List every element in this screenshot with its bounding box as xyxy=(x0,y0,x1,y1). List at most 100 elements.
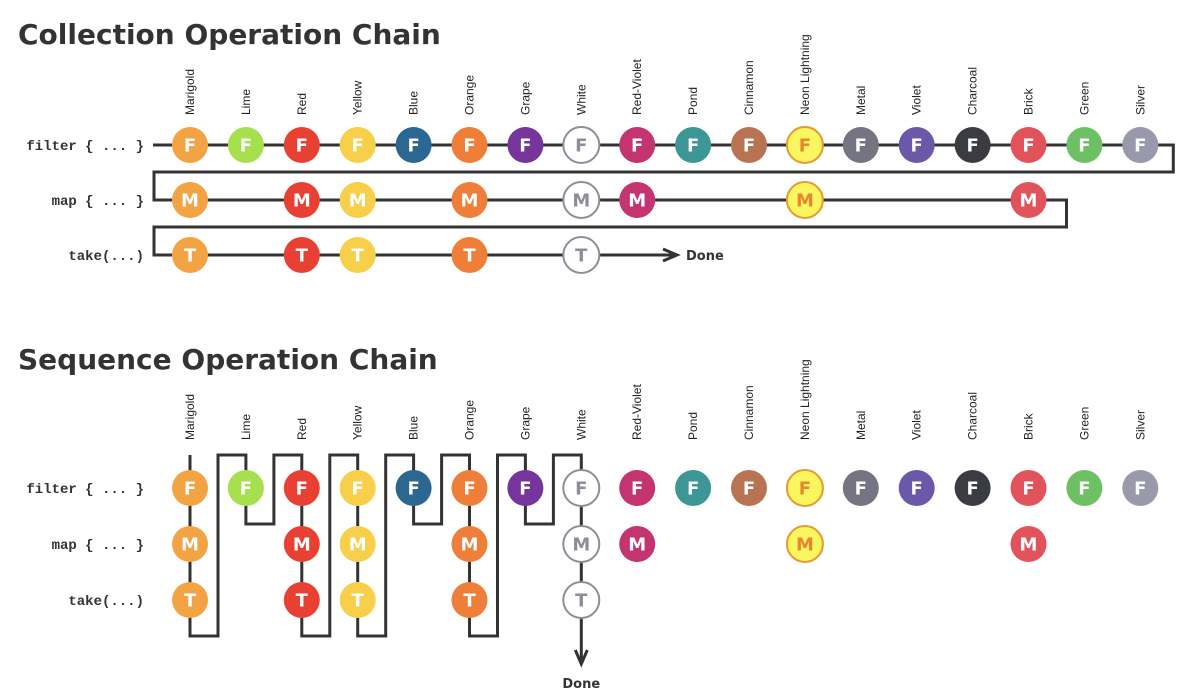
sequence-filter-node-circle xyxy=(898,470,935,506)
sequence-take-node-circle xyxy=(451,582,488,618)
sequence-column-label: Charcoal xyxy=(966,392,980,440)
sequence-map-node-letter: M xyxy=(293,535,311,556)
collection-map-node: M xyxy=(283,182,320,218)
collection-take-node: T xyxy=(283,237,320,273)
sequence-column-label: Blue xyxy=(407,416,421,440)
sequence-map-node-circle xyxy=(451,526,488,562)
collection-map-node-circle xyxy=(619,182,656,218)
sequence-column-label: Metal xyxy=(854,411,868,440)
sequence-take-node-circle xyxy=(562,581,601,619)
sequence-take-node-circle xyxy=(339,582,376,618)
sequence-filter-node-letter: F xyxy=(687,479,699,500)
sequence-filter-node: F xyxy=(1122,470,1159,506)
sequence-filter-node-circle xyxy=(227,470,264,506)
collection-column-label: Orange xyxy=(463,75,477,115)
sequence-done-label: Done xyxy=(562,677,600,692)
sequence-filter-node-letter: F xyxy=(296,479,308,500)
collection-filter-node-circle xyxy=(283,127,320,163)
collection-column-label: Green xyxy=(1077,82,1091,115)
sequence-filter-node-circle xyxy=(339,470,376,506)
collection-filter-node-letter: F xyxy=(799,136,811,157)
sequence-take-node-letter: T xyxy=(463,591,476,612)
collection-column-label: Cinnamon xyxy=(742,60,756,115)
collection-filter-node: F xyxy=(283,127,320,163)
sequence-filter-node: F xyxy=(785,469,824,507)
sequence-take-node: T xyxy=(339,582,376,618)
collection-map-node-letter: M xyxy=(628,191,646,212)
collection-filter-node: F xyxy=(507,127,544,163)
sequence-map-node-letter: M xyxy=(461,535,479,556)
sequence-map-node: M xyxy=(339,526,376,562)
collection-filter-node-circle xyxy=(619,127,656,163)
sequence-map-node-circle xyxy=(619,526,656,562)
sequence-filter-node-letter: F xyxy=(1022,479,1034,500)
sequence-filter-node-circle xyxy=(507,470,544,506)
collection-filter-node: F xyxy=(898,127,935,163)
sequence-map-row-label: map { ... } xyxy=(52,538,144,554)
collection-filter-node: F xyxy=(562,126,601,164)
collection-map-node: M xyxy=(172,182,208,218)
collection-filter-node: F xyxy=(1066,127,1103,163)
collection-filter-node-circle xyxy=(339,127,376,163)
sequence-filter-node-letter: F xyxy=(966,479,978,500)
sequence-filter-node: F xyxy=(172,470,208,506)
collection-filter-node-letter: F xyxy=(687,136,699,157)
collection-map-node: M xyxy=(785,181,824,219)
sequence-map-node: M xyxy=(451,526,488,562)
collection-filter-node-circle xyxy=(227,127,264,163)
collection-filter-node: F xyxy=(1122,127,1159,163)
sequence-filter-node: F xyxy=(898,470,935,506)
collection-take-node: T xyxy=(172,237,208,273)
collection-column-label: Neon Lightning xyxy=(798,34,812,115)
sequence-filter-node-letter: F xyxy=(575,479,587,500)
collection-take-node-circle xyxy=(339,237,376,273)
sequence-filter-node-circle xyxy=(731,470,767,506)
sequence-filter-node: F xyxy=(227,470,264,506)
collection-column-label: Blue xyxy=(407,91,421,115)
sequence-column-label: Pond xyxy=(686,412,700,440)
collection-filter-node-letter: F xyxy=(911,136,923,157)
sequence-filter-node: F xyxy=(619,470,656,506)
sequence-filter-node-letter: F xyxy=(1078,479,1090,500)
collection-filter-node-circle xyxy=(785,126,824,164)
sequence-filter-node-circle xyxy=(785,469,824,507)
collection-filter-node-letter: F xyxy=(240,136,252,157)
sequence-take-row-label: take(...) xyxy=(68,594,144,610)
sequence-column-label: Violet xyxy=(910,410,924,440)
sequence-take-node: T xyxy=(562,581,601,619)
collection-filter-node-circle xyxy=(451,127,488,163)
collection-filter-node-letter: F xyxy=(463,136,475,157)
collection-map-node-circle xyxy=(172,182,208,218)
sequence-take-node-letter: T xyxy=(352,591,365,612)
collection-filter-node: F xyxy=(172,127,208,163)
collection-filter-node: F xyxy=(227,127,264,163)
collection-filter-node-circle xyxy=(842,127,879,163)
sequence-take-node-circle xyxy=(172,582,208,618)
sequence-filter-node-circle xyxy=(1066,470,1103,506)
collection-filter-node: F xyxy=(451,127,488,163)
sequence-filter-node-letter: F xyxy=(799,479,811,500)
sequence-map-node-circle xyxy=(785,525,824,563)
sequence-filter-node: F xyxy=(283,470,320,506)
collection-map-node-letter: M xyxy=(1020,191,1038,212)
collection-filter-node-letter: F xyxy=(1078,136,1090,157)
sequence-map-node-circle xyxy=(172,526,208,562)
collection-filter-node-circle xyxy=(954,127,991,163)
collection-take-node-circle xyxy=(283,237,320,273)
sequence-filter-node-circle xyxy=(842,470,879,506)
sequence-chain-path xyxy=(188,453,583,660)
sequence-map-node-letter: M xyxy=(1020,535,1038,556)
collection-map-node-circle xyxy=(1010,182,1047,218)
collection-filter-node-circle xyxy=(395,127,432,163)
sequence-column-label: Neon Lightning xyxy=(798,359,812,440)
sequence-filter-node-circle xyxy=(562,469,601,507)
collection-column-label: Silver xyxy=(1133,85,1147,115)
collection-column-label: Violet xyxy=(910,85,924,115)
collection-filter-node-circle xyxy=(898,127,935,163)
collection-filter-node-circle xyxy=(1010,127,1047,163)
sequence-filter-node: F xyxy=(507,470,544,506)
sequence-map-node: M xyxy=(562,525,601,563)
sequence-map-node-letter: M xyxy=(796,535,814,556)
sequence-column-label: Grape xyxy=(518,406,532,440)
collection-filter-node: F xyxy=(731,127,767,163)
